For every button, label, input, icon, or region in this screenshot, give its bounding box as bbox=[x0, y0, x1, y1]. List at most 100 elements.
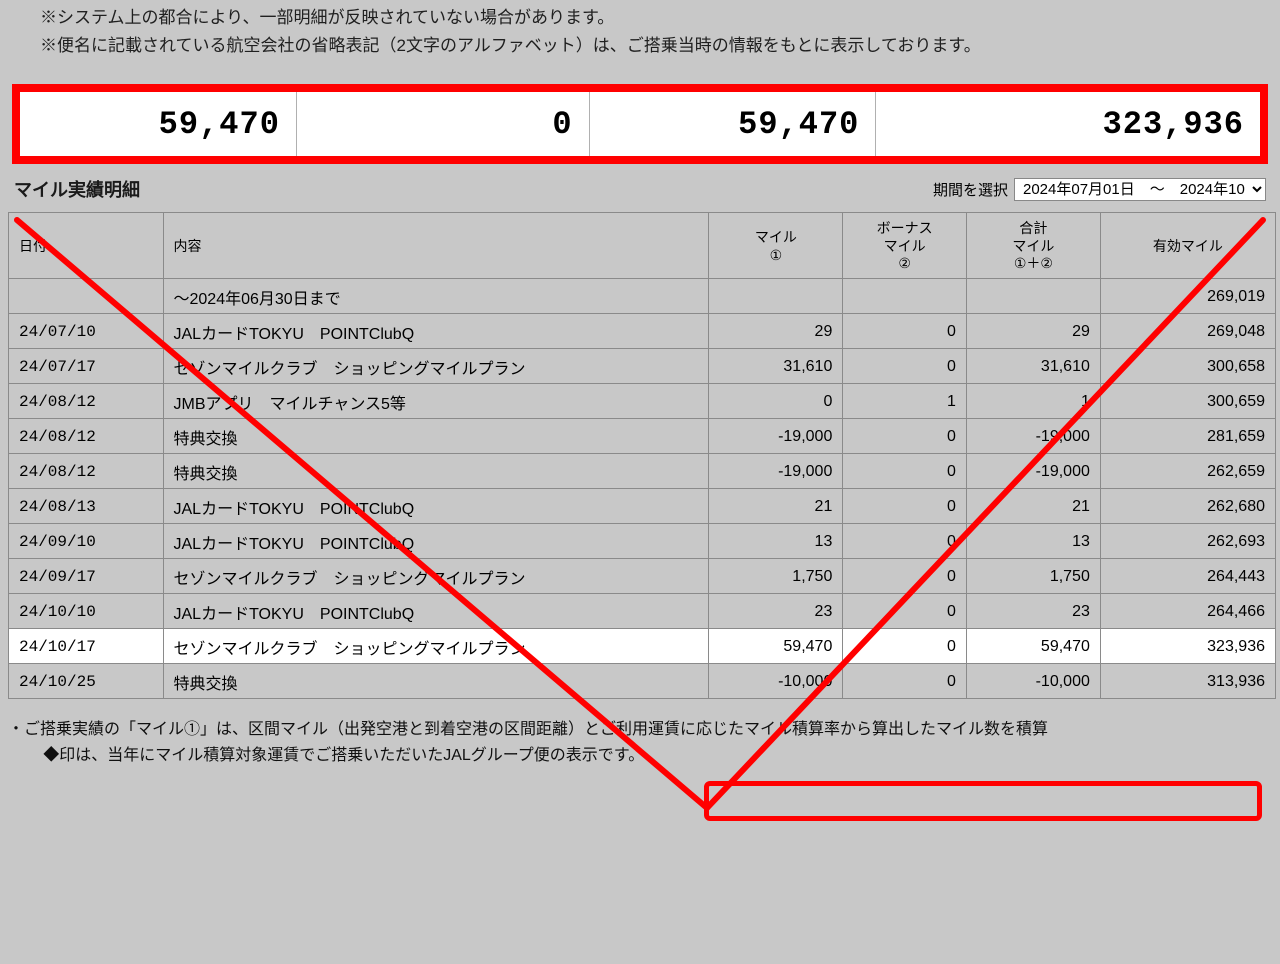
cell-miles: -10,000 bbox=[709, 664, 843, 699]
cell-desc: 特典交換 bbox=[163, 664, 709, 699]
cell-valid: 264,466 bbox=[1100, 594, 1275, 629]
detail-section-header: マイル実績明細 期間を選択 2024年07月01日 ～ 2024年10 bbox=[0, 168, 1280, 208]
col-header-bonus: ボーナスマイル② bbox=[843, 213, 967, 279]
cell-desc: JALカードTOKYU POINTClubQ bbox=[163, 524, 709, 559]
cell-valid: 262,693 bbox=[1100, 524, 1275, 559]
table-row: 24/08/12JMBアプリ マイルチャンス5等011300,659 bbox=[9, 384, 1276, 419]
note-line-1: ※システム上の都合により、一部明細が反映されていない場合があります。 bbox=[40, 4, 1270, 32]
cell-date: 24/10/10 bbox=[9, 594, 164, 629]
cell-date: 24/08/12 bbox=[9, 384, 164, 419]
cell-total: -10,000 bbox=[966, 664, 1100, 699]
cell-bonus bbox=[843, 279, 967, 314]
cell-desc: セゾンマイルクラブ ショッピングマイルプラン bbox=[163, 349, 709, 384]
cell-total: 31,610 bbox=[966, 349, 1100, 384]
table-row: 24/07/17セゾンマイルクラブ ショッピングマイルプラン31,610031,… bbox=[9, 349, 1276, 384]
cell-total: 23 bbox=[966, 594, 1100, 629]
cell-bonus: 0 bbox=[843, 629, 967, 664]
cell-valid: 300,658 bbox=[1100, 349, 1275, 384]
mileage-detail-table: 日付 内容 マイル① ボーナスマイル② 合計マイル①＋② 有効マイル ～2024… bbox=[8, 212, 1276, 699]
cell-valid: 269,019 bbox=[1100, 279, 1275, 314]
footnote-2: ◆印は、当年にマイル積算対象運賃でご搭乗いただいたJALグループ便の表示です。 bbox=[8, 743, 1270, 769]
cell-total bbox=[966, 279, 1100, 314]
table-row: 24/08/12特典交換-19,0000-19,000281,659 bbox=[9, 419, 1276, 454]
cell-bonus: 0 bbox=[843, 419, 967, 454]
col-header-valid: 有効マイル bbox=[1100, 213, 1275, 279]
cell-desc: ～2024年06月30日まで bbox=[163, 279, 709, 314]
cell-total: -19,000 bbox=[966, 419, 1100, 454]
cell-date: 24/10/17 bbox=[9, 629, 164, 664]
cell-valid: 300,659 bbox=[1100, 384, 1275, 419]
footnote-1: ・ご搭乗実績の「マイル①」は、区間マイル（出発空港と到着空港の区間距離）とご利用… bbox=[8, 717, 1270, 743]
detail-table-wrap: 日付 内容 マイル① ボーナスマイル② 合計マイル①＋② 有効マイル ～2024… bbox=[0, 208, 1280, 699]
cell-date: 24/08/12 bbox=[9, 454, 164, 489]
cell-miles: -19,000 bbox=[709, 419, 843, 454]
cell-miles: 21 bbox=[709, 489, 843, 524]
cell-desc: セゾンマイルクラブ ショッピングマイルプラン bbox=[163, 629, 709, 664]
cell-valid: 264,443 bbox=[1100, 559, 1275, 594]
cell-bonus: 0 bbox=[843, 594, 967, 629]
footnotes: ・ご搭乗実績の「マイル①」は、区間マイル（出発空港と到着空港の区間距離）とご利用… bbox=[0, 699, 1280, 768]
cell-bonus: 1 bbox=[843, 384, 967, 419]
table-row: 24/10/17セゾンマイルクラブ ショッピングマイルプラン59,470059,… bbox=[9, 629, 1276, 664]
period-label: 期間を選択 bbox=[933, 179, 1008, 200]
cell-bonus: 0 bbox=[843, 559, 967, 594]
col-header-desc: 内容 bbox=[163, 213, 709, 279]
cell-total: 1 bbox=[966, 384, 1100, 419]
summary-total: 59,470 bbox=[590, 92, 877, 156]
table-header-row: 日付 内容 マイル① ボーナスマイル② 合計マイル①＋② 有効マイル bbox=[9, 213, 1276, 279]
cell-date: 24/07/10 bbox=[9, 314, 164, 349]
table-row: ～2024年06月30日まで 269,019 bbox=[9, 279, 1276, 314]
cell-desc: JALカードTOKYU POINTClubQ bbox=[163, 489, 709, 524]
summary-valid-miles: 323,936 bbox=[876, 92, 1260, 156]
cell-desc: セゾンマイルクラブ ショッピングマイルプラン bbox=[163, 559, 709, 594]
cell-date: 24/09/17 bbox=[9, 559, 164, 594]
cell-miles bbox=[709, 279, 843, 314]
summary-miles: 59,470 bbox=[20, 92, 297, 156]
table-row: 24/08/13JALカードTOKYU POINTClubQ21021262,6… bbox=[9, 489, 1276, 524]
cell-date: 24/08/13 bbox=[9, 489, 164, 524]
cell-valid: 281,659 bbox=[1100, 419, 1275, 454]
cell-miles: 23 bbox=[709, 594, 843, 629]
cell-miles: 59,470 bbox=[709, 629, 843, 664]
cell-total: 59,470 bbox=[966, 629, 1100, 664]
cell-total: 13 bbox=[966, 524, 1100, 559]
cell-miles: 0 bbox=[709, 384, 843, 419]
cell-miles: 13 bbox=[709, 524, 843, 559]
cell-bonus: 0 bbox=[843, 349, 967, 384]
cell-desc: 特典交換 bbox=[163, 454, 709, 489]
cell-desc: JALカードTOKYU POINTClubQ bbox=[163, 594, 709, 629]
cell-date: 24/07/17 bbox=[9, 349, 164, 384]
cell-total: 1,750 bbox=[966, 559, 1100, 594]
note-line-2: ※便名に記載されている航空会社の省略表記（2文字のアルファベット）は、ご搭乗当時… bbox=[40, 32, 1270, 60]
cell-date: 24/10/25 bbox=[9, 664, 164, 699]
cell-date: 24/09/10 bbox=[9, 524, 164, 559]
cell-bonus: 0 bbox=[843, 489, 967, 524]
cell-bonus: 0 bbox=[843, 524, 967, 559]
summary-highlight-box: 59,470 0 59,470 323,936 bbox=[12, 84, 1268, 164]
table-row: 24/10/10JALカードTOKYU POINTClubQ23023264,4… bbox=[9, 594, 1276, 629]
table-row: 24/10/25特典交換-10,0000-10,000313,936 bbox=[9, 664, 1276, 699]
cell-bonus: 0 bbox=[843, 314, 967, 349]
period-select[interactable]: 2024年07月01日 ～ 2024年10 bbox=[1014, 178, 1266, 201]
cell-miles: 31,610 bbox=[709, 349, 843, 384]
cell-desc: JALカードTOKYU POINTClubQ bbox=[163, 314, 709, 349]
cell-valid: 262,659 bbox=[1100, 454, 1275, 489]
table-row: 24/09/17セゾンマイルクラブ ショッピングマイルプラン1,75001,75… bbox=[9, 559, 1276, 594]
cell-valid: 313,936 bbox=[1100, 664, 1275, 699]
cell-date bbox=[9, 279, 164, 314]
section-title: マイル実績明細 bbox=[14, 176, 140, 202]
cell-date: 24/08/12 bbox=[9, 419, 164, 454]
cell-total: -19,000 bbox=[966, 454, 1100, 489]
table-row: 24/08/12特典交換-19,0000-19,000262,659 bbox=[9, 454, 1276, 489]
system-notes: ※システム上の都合により、一部明細が反映されていない場合があります。 ※便名に記… bbox=[0, 0, 1280, 78]
summary-bonus: 0 bbox=[297, 92, 590, 156]
row-highlight-box bbox=[704, 781, 1262, 821]
col-header-total: 合計マイル①＋② bbox=[966, 213, 1100, 279]
cell-miles: 1,750 bbox=[709, 559, 843, 594]
cell-desc: JMBアプリ マイルチャンス5等 bbox=[163, 384, 709, 419]
cell-total: 21 bbox=[966, 489, 1100, 524]
period-selector-wrap: 期間を選択 2024年07月01日 ～ 2024年10 bbox=[933, 178, 1266, 201]
table-row: 24/09/10JALカードTOKYU POINTClubQ13013262,6… bbox=[9, 524, 1276, 559]
col-header-miles: マイル① bbox=[709, 213, 843, 279]
table-row: 24/07/10JALカードTOKYU POINTClubQ29029269,0… bbox=[9, 314, 1276, 349]
